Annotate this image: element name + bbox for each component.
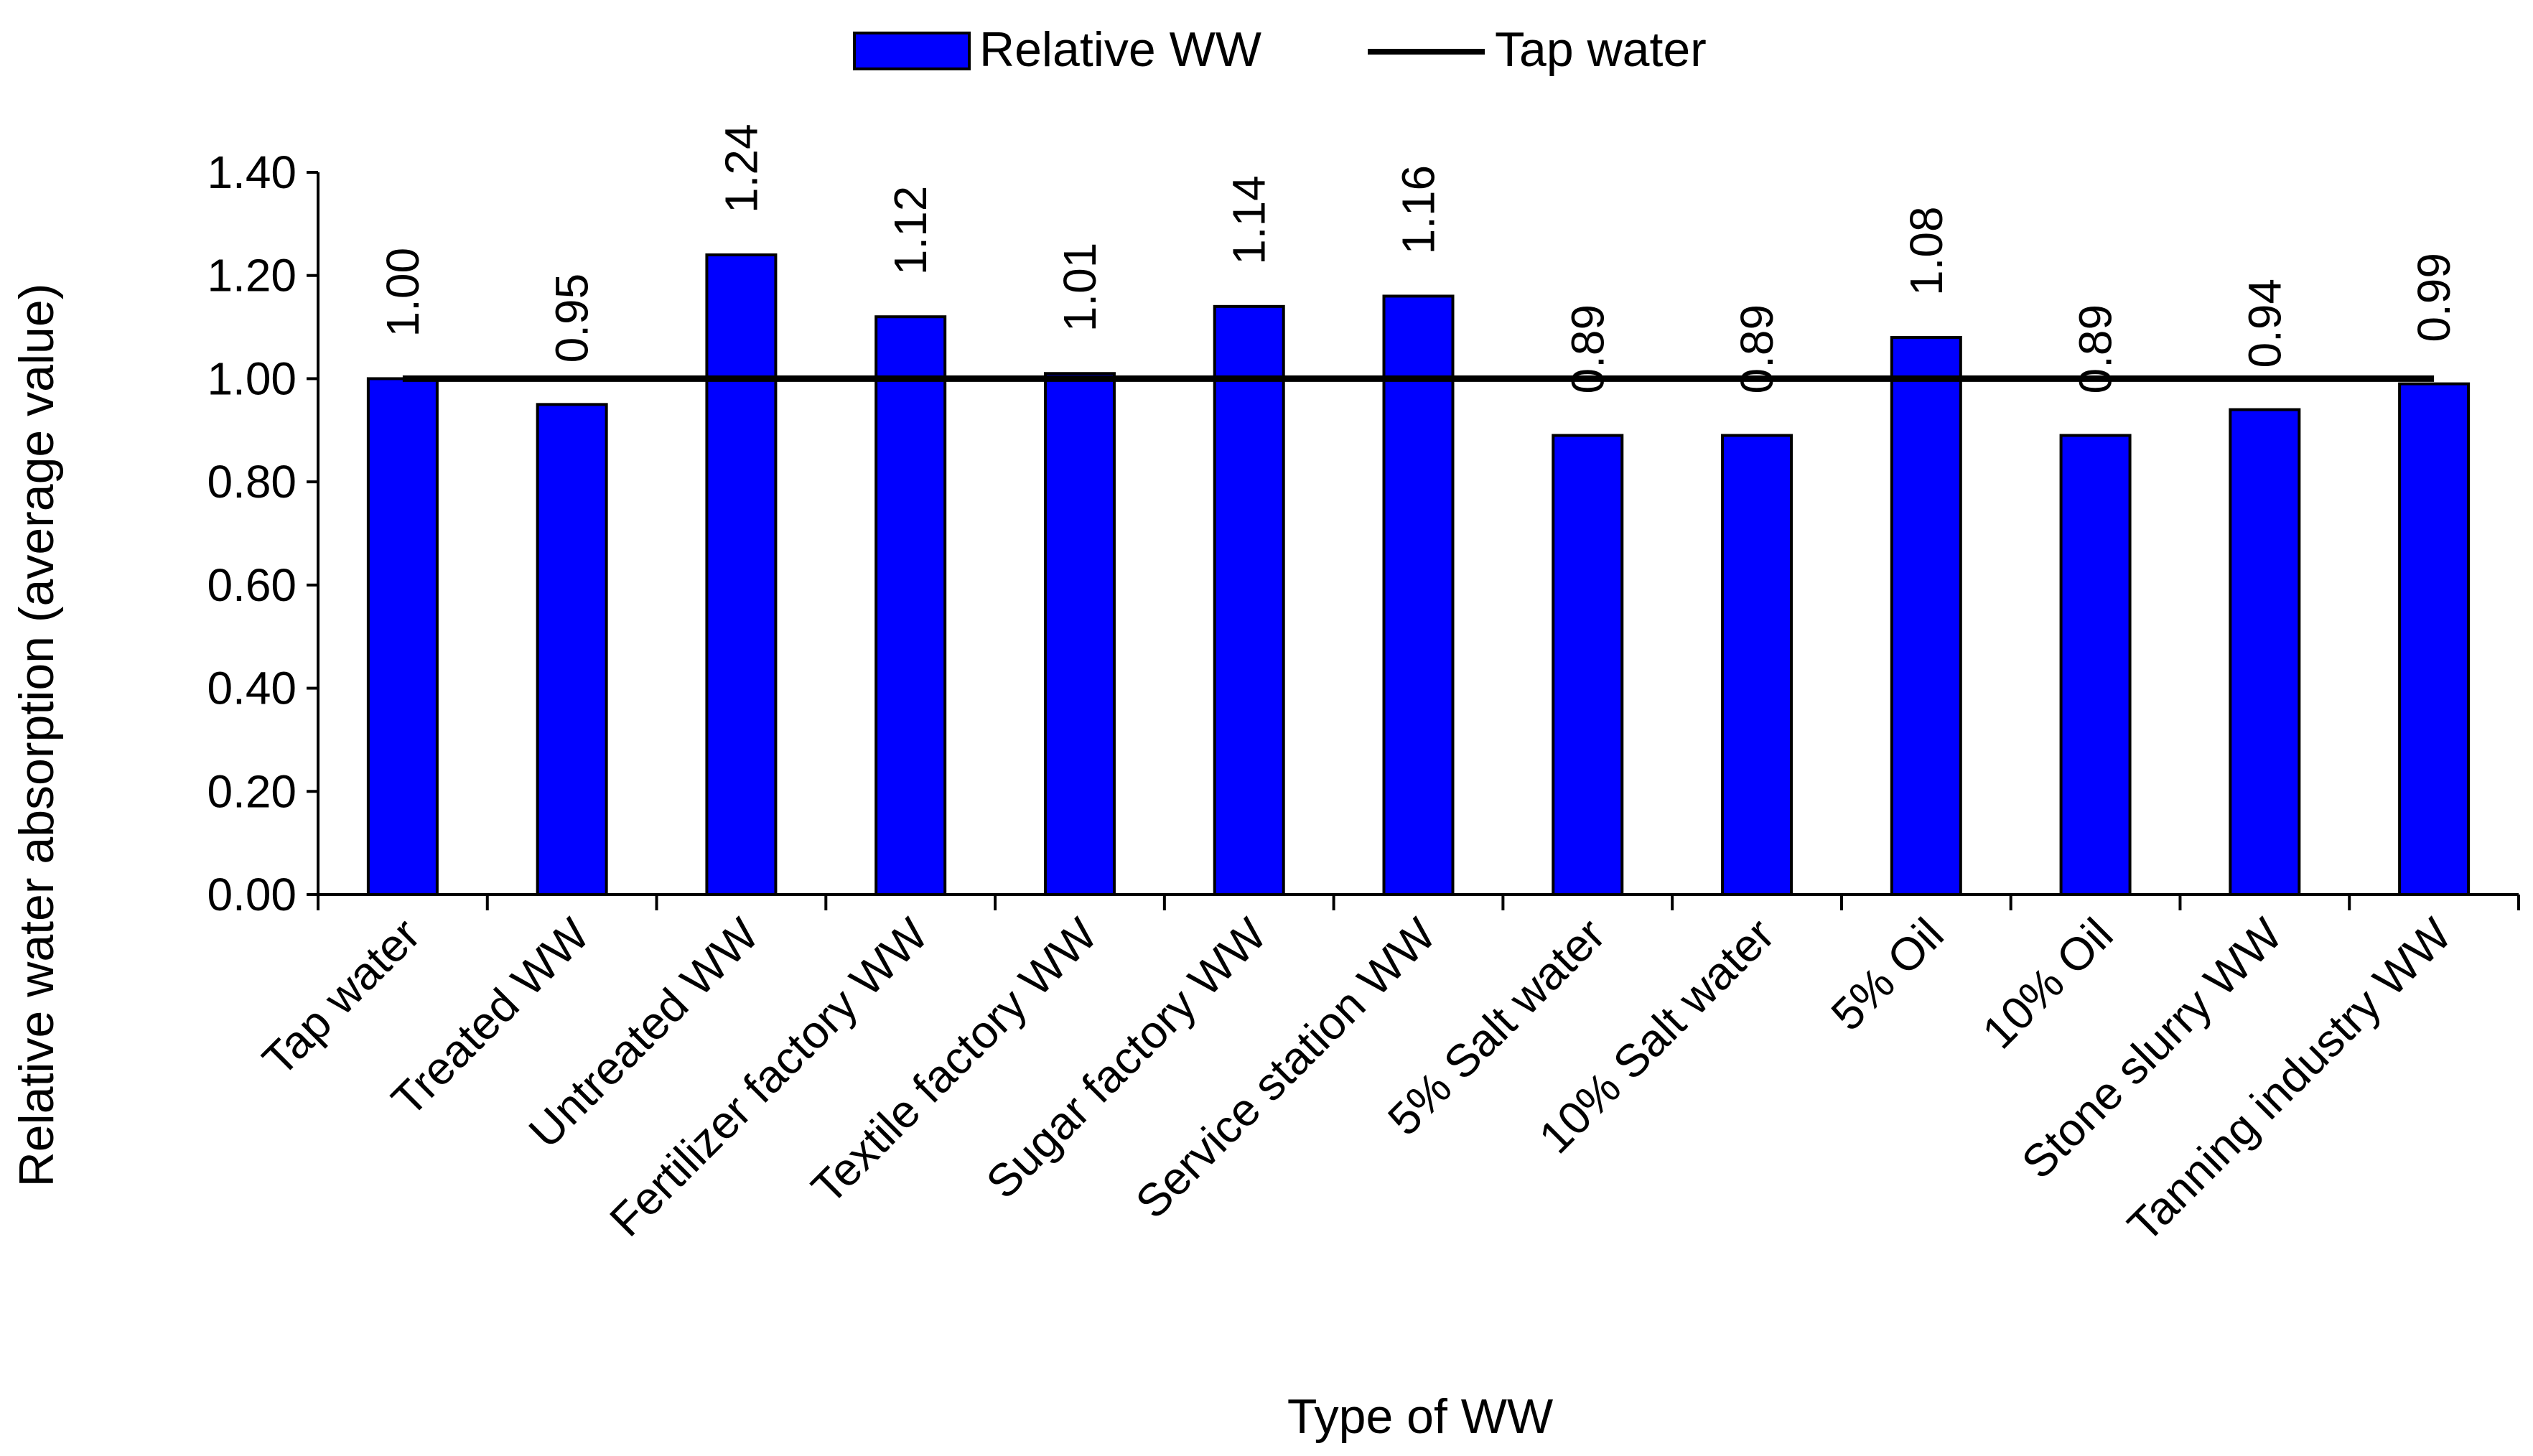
legend-label-tap-water: Tap water [1495, 22, 1707, 77]
bar [1213, 304, 1285, 897]
y-axis-ticks: 0.00 0.20 0.40 0.60 0.80 1.00 1.20 1.40 [207, 146, 318, 920]
data-label: 1.01 [1054, 243, 1106, 332]
y-tick-label: 1.20 [207, 250, 297, 302]
y-tick-label: 0.80 [207, 456, 297, 508]
data-label: 1.16 [1393, 165, 1445, 255]
data-label: 0.89 [2070, 304, 2122, 394]
data-label: 1.08 [1900, 206, 1952, 296]
x-axis-title: Type of WW [1287, 1389, 1553, 1444]
x-tick-label: Sugar factory WW [976, 908, 1277, 1208]
x-tick-label: Fertilizer factory WW [600, 908, 938, 1246]
x-tick-label: 10% Oil [1972, 908, 2122, 1058]
bar [1382, 294, 1455, 896]
data-label: 0.89 [1562, 304, 1613, 394]
bar [705, 253, 778, 896]
y-tick-label: 0.20 [207, 765, 297, 817]
bar [2398, 382, 2471, 896]
bar [366, 377, 439, 896]
data-label: 1.12 [885, 186, 936, 276]
data-label: 0.95 [546, 274, 598, 363]
y-tick-label: 1.00 [207, 353, 297, 404]
x-tick-label: Textile factory WW [801, 908, 1107, 1214]
x-tick-label: 5% Oil [1821, 908, 1954, 1040]
bar [2229, 408, 2301, 896]
bar [874, 315, 947, 896]
data-label: 1.00 [377, 248, 429, 337]
x-tick-label: Tap water [253, 908, 430, 1086]
bar [1721, 434, 1793, 896]
legend-swatch-relative-ww [853, 32, 971, 70]
data-label: 0.99 [2408, 253, 2460, 342]
y-tick-label: 0.40 [207, 663, 297, 714]
data-labels: 1.00 0.95 1.24 1.12 1.01 1.14 1.16 0.89 0.89 1.08… [377, 123, 2460, 393]
y-tick-label: 1.40 [207, 146, 297, 198]
legend-label-relative-ww: Relative WW [979, 22, 1261, 77]
data-label: 1.14 [1223, 175, 1275, 265]
x-tick-label: Service station WW [1126, 908, 1446, 1228]
bar [1890, 335, 1962, 896]
y-tick-label: 0.60 [207, 559, 297, 611]
bar [1043, 372, 1116, 896]
data-label: 0.89 [1731, 304, 1783, 394]
legend: Relative WW Tap water [853, 22, 1707, 77]
data-label: 1.24 [715, 123, 767, 213]
bar [1552, 434, 1624, 896]
bar [536, 403, 608, 896]
bar-series [366, 253, 2471, 897]
y-axis-title: Relative water absorption (average value… [9, 284, 64, 1187]
y-tick-label: 0.00 [207, 869, 297, 920]
x-tick-label: Tanning industry WW [2118, 908, 2462, 1252]
data-label: 0.94 [2239, 279, 2290, 368]
bar [2059, 434, 2132, 896]
